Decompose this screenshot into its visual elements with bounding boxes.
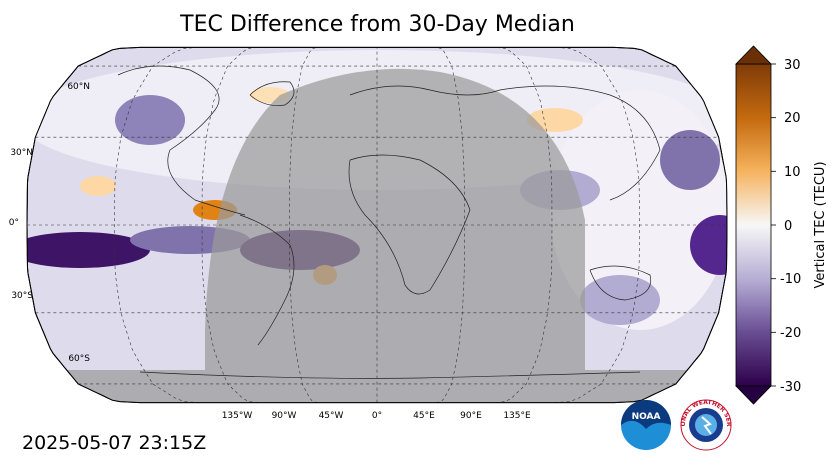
lon-label-90e: 90°E xyxy=(460,411,482,421)
lat-label-30n: 30°N xyxy=(10,148,33,158)
lat-label-0: 0° xyxy=(9,218,19,228)
meridian-line xyxy=(289,47,318,403)
nws-logo: NATIONAL WEATHER SERVICE xyxy=(680,399,732,451)
noaa-logo-text: NOAA xyxy=(632,412,661,422)
lat-label-60n: 60°N xyxy=(67,82,90,92)
tec-blob xyxy=(660,130,720,190)
colorbar-tick: 10 xyxy=(784,165,801,180)
tec-blob xyxy=(115,95,185,145)
meridian-line xyxy=(436,47,465,403)
colorbar-gradient xyxy=(735,63,772,387)
lon-label-45w: 45°W xyxy=(319,411,344,421)
meridian-line xyxy=(495,47,553,403)
tec-blob xyxy=(580,275,660,325)
tec-blob xyxy=(80,176,116,196)
colorbar-tick: -10 xyxy=(780,272,801,287)
colorbar-tick: -20 xyxy=(780,326,801,341)
tec-blob xyxy=(690,215,727,275)
colorbar-tick: 0 xyxy=(784,219,792,234)
lon-label-135w: 135°W xyxy=(222,411,253,421)
lon-label-45e: 45°E xyxy=(413,411,435,421)
coastlines xyxy=(117,65,661,379)
lon-label-90w: 90°W xyxy=(272,411,297,421)
colorbar-label: Vertical TEC (TECU) xyxy=(813,161,828,288)
longitude-labels: 135°W 90°W 45°W 0° 45°E 90°E 135°E xyxy=(222,411,531,421)
lon-label-0: 0° xyxy=(372,411,382,421)
meridian-line xyxy=(114,47,200,403)
noaa-logo: NOAA xyxy=(621,400,671,450)
meridian-line xyxy=(201,47,259,403)
chart-title: TEC Difference from 30-Day Median xyxy=(180,12,575,37)
lon-label-135e: 135°E xyxy=(503,411,531,421)
tec-blob xyxy=(27,232,150,268)
latitude-labels: 60°N 30°N 0° 30°S 60°S xyxy=(9,82,91,364)
lat-label-60s: 60°S xyxy=(68,354,90,364)
colorbar-tick: 30 xyxy=(784,58,801,73)
graticule xyxy=(27,47,727,403)
colorbar-min-arrow xyxy=(735,385,772,405)
globe-border xyxy=(26,46,728,404)
night-shading xyxy=(27,68,727,403)
colorbar: 30 20 10 0 -10 -20 -30 Vertical TEC (TEC… xyxy=(735,45,828,405)
timestamp: 2025-05-07 23:15Z xyxy=(22,432,207,454)
colorbar-tick: -30 xyxy=(780,380,801,395)
colorbar-tick: 20 xyxy=(784,111,801,126)
colorbar-max-arrow xyxy=(735,45,772,65)
meridian-line xyxy=(554,47,640,403)
lat-label-30s: 30°S xyxy=(11,291,33,301)
